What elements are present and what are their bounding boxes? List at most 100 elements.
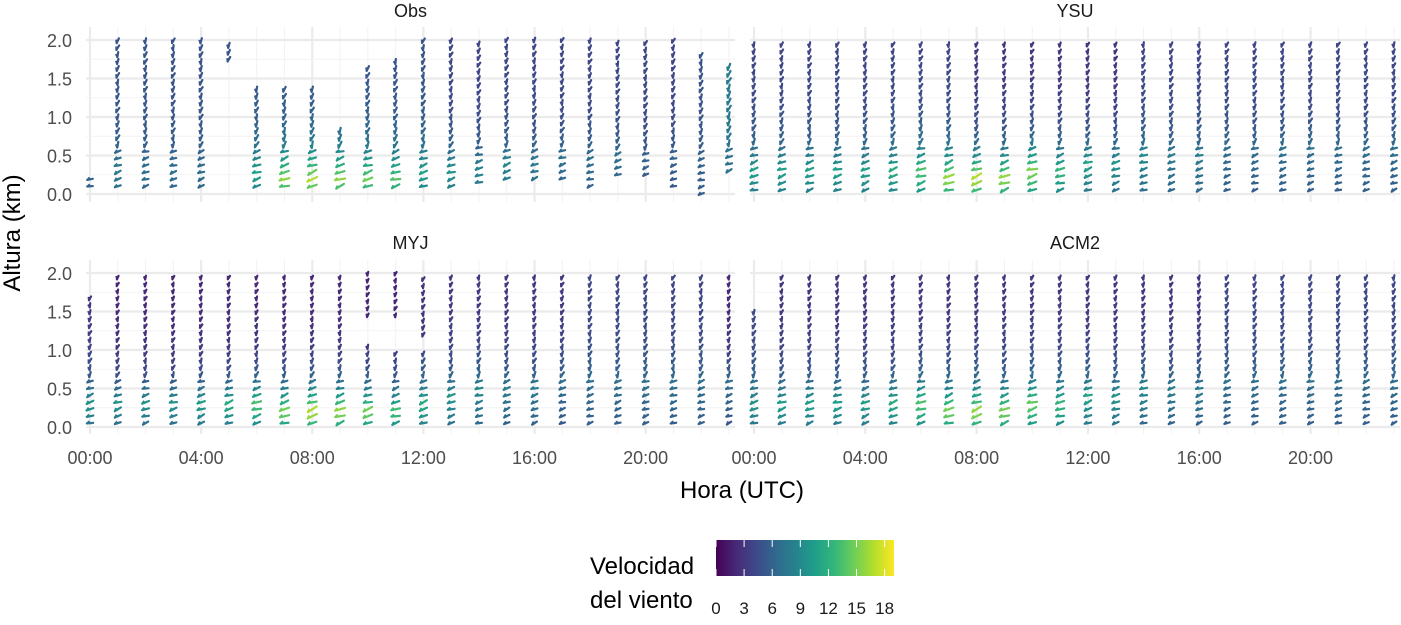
wind-arrow-head: [1058, 311, 1059, 314]
wind-arrow-head: [862, 415, 863, 418]
y-tick-label: 0.5: [47, 147, 72, 167]
wind-arrow-head: [449, 102, 450, 105]
wind-arrow-head: [422, 116, 423, 119]
wind-arrow-head: [1142, 283, 1143, 286]
wind-arrow-head: [449, 67, 450, 70]
wind-arrow-head: [671, 401, 673, 404]
wind-arrow-head: [283, 103, 284, 106]
wind-arrow-head: [836, 113, 838, 116]
wind-arrow-head: [1253, 141, 1254, 144]
wind-arrow-head: [863, 387, 864, 390]
wind-arrow-head: [449, 89, 451, 92]
legend-tick-label: 15: [847, 599, 866, 618]
wind-arrow-head: [283, 339, 284, 342]
wind-arrow-head: [1058, 346, 1059, 349]
wind-arrow-head: [115, 171, 116, 174]
wind-arrow-head: [672, 109, 673, 112]
wind-arrow-head: [171, 54, 172, 57]
wind-arrow-head: [1364, 134, 1365, 137]
wind-arrow-head: [672, 353, 673, 356]
wind-arrow-head: [891, 120, 892, 123]
wind-arrow-head: [836, 360, 837, 363]
wind-arrow-head: [1281, 360, 1282, 363]
facet-strip-label: YSU: [1056, 1, 1093, 21]
wind-arrow-head: [422, 285, 423, 288]
wind-arrow-head: [863, 360, 864, 363]
wind-arrow-head: [505, 332, 506, 335]
wind-arrow-head: [1392, 311, 1393, 314]
wind-arrow-head: [975, 297, 976, 300]
wind-arrow-head: [1392, 51, 1393, 54]
wind-arrow-head: [1309, 71, 1310, 74]
y-tick-label: 1.5: [47, 70, 72, 90]
wind-arrow-head: [891, 92, 892, 95]
wind-arrow-head: [1086, 113, 1087, 116]
wind-arrow-head: [975, 367, 976, 370]
wind-arrow-head: [116, 123, 117, 126]
wind-arrow-head: [144, 96, 146, 99]
wind-arrow-head: [88, 353, 89, 356]
wind-arrow-head: [728, 290, 729, 293]
wind-arrow-head: [588, 339, 589, 342]
wind-arrow-head: [143, 157, 145, 160]
x-tick-label: 00:00: [731, 448, 776, 468]
wind-arrow-head: [200, 311, 201, 314]
wind-arrow-head: [1252, 188, 1254, 191]
wind-arrow-head: [560, 108, 561, 111]
wind-arrow-head: [1198, 283, 1199, 286]
wind-arrow-head: [116, 332, 117, 335]
wind-arrow-head: [1281, 297, 1282, 300]
wind-arrow-head: [919, 71, 920, 74]
wind-arrow-head: [477, 43, 478, 46]
wind-arrow-head: [644, 118, 645, 121]
wind-arrow-head: [1253, 134, 1254, 137]
wind-arrow-head: [1058, 127, 1060, 130]
wind-arrow-head: [560, 163, 562, 166]
wind-arrow-head: [1030, 360, 1031, 363]
wind-arrow-head: [975, 332, 976, 335]
wind-arrow-head: [477, 346, 478, 349]
wind-arrow-head: [672, 318, 673, 321]
wind-arrow-head: [1058, 78, 1059, 81]
wind-arrow-head: [752, 57, 753, 60]
wind-arrow-head: [172, 325, 173, 328]
wind-arrow-head: [1170, 325, 1171, 328]
wind-arrow-head: [310, 145, 312, 148]
wind-arrow-head: [144, 40, 145, 43]
wind-arrow-head: [505, 297, 506, 300]
wind-arrow-head: [588, 346, 589, 349]
wind-arrow-head: [88, 339, 89, 342]
wind-arrow-head: [808, 57, 809, 60]
wind-arrow-head: [891, 318, 892, 321]
wind-arrow-head: [1391, 161, 1392, 164]
wind-arrow-head: [1086, 57, 1087, 60]
wind-arrow-head: [116, 54, 118, 57]
wind-arrow-head: [1058, 106, 1059, 109]
wind-arrow-head: [588, 387, 589, 390]
wind-arrow-head: [199, 360, 200, 363]
wind-arrow-head: [727, 122, 728, 125]
wind-arrow-head: [1253, 374, 1254, 377]
wind-arrow-head: [1196, 394, 1197, 397]
wind-arrow-head: [588, 332, 589, 335]
wind-arrow-head: [975, 127, 976, 130]
wind-arrow-head: [533, 367, 534, 370]
wind-arrow-head: [1114, 297, 1115, 300]
wind-arrow-head: [1031, 304, 1032, 307]
wind-arrow-head: [199, 102, 200, 105]
wind-arrow-head: [144, 130, 145, 133]
wind-arrow-head: [1197, 44, 1198, 47]
wind-arrow-head: [1281, 353, 1282, 356]
x-tick-label: 04:00: [843, 448, 888, 468]
y-tick-label: 0.0: [47, 418, 72, 438]
wind-arrow-head: [643, 415, 644, 418]
wind-arrow-head: [255, 311, 256, 314]
wind-arrow-head: [919, 325, 921, 328]
wind-arrow-head: [253, 178, 255, 181]
wind-arrow-head: [337, 394, 339, 397]
wind-arrow-head: [449, 95, 450, 98]
wind-arrow-head: [1085, 168, 1086, 171]
wind-arrow-head: [1392, 78, 1393, 81]
wind-arrow-head: [1058, 43, 1059, 46]
wind-arrow-head: [422, 313, 424, 316]
